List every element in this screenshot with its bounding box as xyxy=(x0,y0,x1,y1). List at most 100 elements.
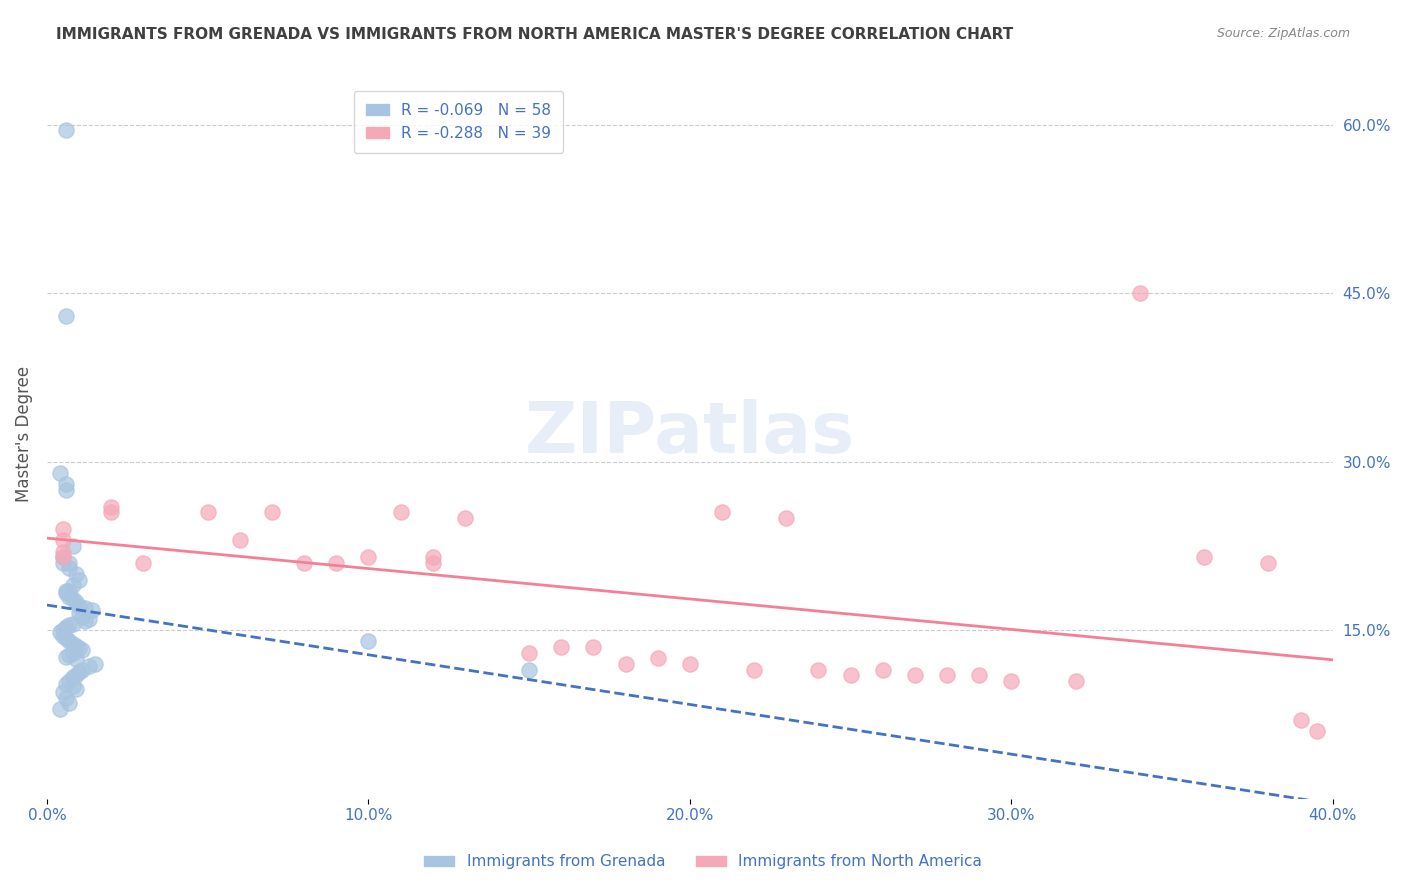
Point xyxy=(55,650,77,665)
Point xyxy=(260,505,283,519)
Point xyxy=(75,600,97,615)
Point xyxy=(872,663,894,677)
Point xyxy=(55,620,77,634)
Point xyxy=(84,657,107,671)
Legend: Immigrants from Grenada, Immigrants from North America: Immigrants from Grenada, Immigrants from… xyxy=(418,848,988,875)
Point xyxy=(422,556,444,570)
Point xyxy=(55,677,77,691)
Point xyxy=(55,123,77,137)
Point xyxy=(58,583,80,598)
Point xyxy=(77,612,100,626)
Point xyxy=(62,539,84,553)
Point xyxy=(100,505,122,519)
Point xyxy=(197,505,219,519)
Point xyxy=(58,590,80,604)
Point xyxy=(582,640,605,654)
Point xyxy=(65,595,87,609)
Point xyxy=(62,616,84,631)
Point xyxy=(55,309,77,323)
Point xyxy=(65,668,87,682)
Point xyxy=(1289,713,1312,727)
Point xyxy=(70,643,93,657)
Point xyxy=(52,544,75,558)
Point xyxy=(325,556,347,570)
Point xyxy=(65,639,87,653)
Point xyxy=(614,657,637,671)
Point xyxy=(48,702,70,716)
Point xyxy=(52,624,75,638)
Point xyxy=(70,663,93,677)
Point xyxy=(679,657,702,671)
Point xyxy=(52,533,75,548)
Point xyxy=(454,511,477,525)
Text: Source: ZipAtlas.com: Source: ZipAtlas.com xyxy=(1216,27,1350,40)
Point xyxy=(62,680,84,694)
Point xyxy=(48,625,70,640)
Point xyxy=(292,556,315,570)
Point xyxy=(75,614,97,628)
Point xyxy=(62,591,84,606)
Point xyxy=(936,668,959,682)
Point xyxy=(422,550,444,565)
Point xyxy=(389,505,412,519)
Point xyxy=(904,668,927,682)
Point xyxy=(67,607,90,621)
Text: ZIPatlas: ZIPatlas xyxy=(524,399,855,468)
Point xyxy=(517,663,540,677)
Point xyxy=(58,673,80,688)
Point xyxy=(65,681,87,696)
Point xyxy=(58,556,80,570)
Point xyxy=(1257,556,1279,570)
Point xyxy=(710,505,733,519)
Point xyxy=(52,522,75,536)
Point xyxy=(550,640,572,654)
Point xyxy=(55,631,77,645)
Point xyxy=(1192,550,1215,565)
Point xyxy=(357,634,380,648)
Point xyxy=(1000,673,1022,688)
Point xyxy=(55,583,77,598)
Point xyxy=(48,466,70,480)
Point xyxy=(229,533,252,548)
Point xyxy=(55,586,77,600)
Point xyxy=(65,652,87,666)
Point xyxy=(67,665,90,679)
Point xyxy=(357,550,380,565)
Point xyxy=(62,646,84,660)
Point xyxy=(647,651,669,665)
Point xyxy=(1064,673,1087,688)
Point xyxy=(58,561,80,575)
Text: IMMIGRANTS FROM GRENADA VS IMMIGRANTS FROM NORTH AMERICA MASTER'S DEGREE CORRELA: IMMIGRANTS FROM GRENADA VS IMMIGRANTS FR… xyxy=(56,27,1014,42)
Point xyxy=(742,663,765,677)
Point xyxy=(77,659,100,673)
Point xyxy=(839,668,862,682)
Point xyxy=(1305,724,1327,739)
Point xyxy=(62,670,84,684)
Point xyxy=(58,696,80,710)
Y-axis label: Master's Degree: Master's Degree xyxy=(15,366,32,501)
Legend: R = -0.069   N = 58, R = -0.288   N = 39: R = -0.069 N = 58, R = -0.288 N = 39 xyxy=(353,91,564,153)
Point xyxy=(55,477,77,491)
Point xyxy=(67,641,90,656)
Point xyxy=(80,603,103,617)
Point xyxy=(70,609,93,624)
Point xyxy=(52,550,75,565)
Point xyxy=(67,599,90,613)
Point xyxy=(52,556,75,570)
Point xyxy=(62,637,84,651)
Point xyxy=(775,511,797,525)
Point xyxy=(967,668,990,682)
Point xyxy=(100,500,122,514)
Point xyxy=(55,483,77,497)
Point xyxy=(52,685,75,699)
Point xyxy=(65,567,87,582)
Point xyxy=(517,646,540,660)
Point xyxy=(67,573,90,587)
Point xyxy=(62,578,84,592)
Point xyxy=(58,648,80,662)
Point xyxy=(132,556,155,570)
Point xyxy=(52,550,75,565)
Point xyxy=(58,617,80,632)
Point xyxy=(1129,286,1152,301)
Point xyxy=(58,634,80,648)
